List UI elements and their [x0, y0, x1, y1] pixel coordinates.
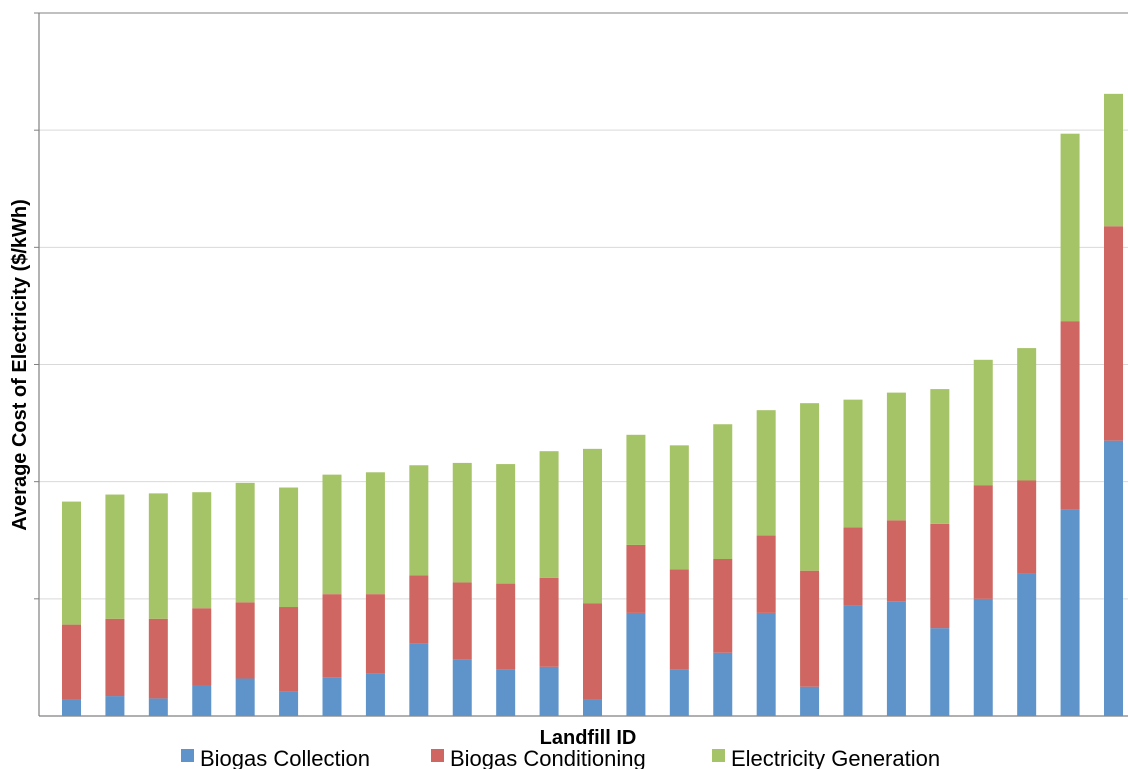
bar-biogas-collection-landfill-6 [279, 691, 299, 716]
legend-swatch-biogas-conditioning [431, 749, 444, 762]
bar-electricity-generation-landfill-24 [1060, 133, 1080, 322]
bar-biogas-conditioning-landfill-10 [452, 582, 472, 660]
bar-biogas-conditioning-landfill-3 [148, 618, 168, 699]
bar-biogas-collection-landfill-3 [148, 698, 168, 716]
bar-biogas-collection-landfill-21 [930, 628, 950, 717]
bar-electricity-generation-landfill-11 [496, 464, 516, 584]
bar-electricity-generation-landfill-20 [886, 392, 906, 521]
bar-biogas-collection-landfill-2 [105, 696, 125, 716]
bar-electricity-generation-landfill-22 [973, 359, 993, 486]
legend-label-biogas-collection: Biogas Collection [200, 746, 370, 769]
bar-electricity-generation-landfill-10 [452, 462, 472, 583]
bar-biogas-collection-landfill-17 [756, 612, 776, 716]
bar-electricity-generation-landfill-5 [235, 482, 255, 603]
legend-swatch-biogas-collection [181, 749, 194, 762]
legend-swatch-electricity-generation [712, 749, 725, 762]
bar-biogas-collection-landfill-19 [843, 605, 863, 716]
bar-electricity-generation-landfill-25 [1104, 93, 1123, 227]
bar-biogas-collection-landfill-10 [452, 659, 472, 716]
bar-biogas-collection-landfill-9 [409, 643, 429, 716]
bar-biogas-conditioning-landfill-23 [1017, 480, 1037, 574]
bar-electricity-generation-landfill-3 [148, 493, 168, 619]
bar-biogas-conditioning-landfill-11 [496, 583, 516, 670]
bar-biogas-conditioning-landfill-17 [756, 535, 776, 613]
legend-label-biogas-conditioning: Biogas Conditioning [450, 746, 646, 769]
bar-biogas-collection-landfill-8 [365, 673, 385, 716]
bar-electricity-generation-landfill-1 [62, 501, 81, 625]
bar-biogas-conditioning-landfill-8 [365, 594, 385, 674]
bar-electricity-generation-landfill-7 [322, 474, 342, 595]
bar-biogas-conditioning-landfill-9 [409, 575, 429, 644]
bar-biogas-conditioning-landfill-14 [626, 544, 646, 613]
bar-electricity-generation-landfill-16 [713, 424, 733, 559]
bar-biogas-collection-landfill-4 [192, 685, 212, 716]
bar-biogas-collection-landfill-15 [669, 669, 689, 716]
bar-biogas-collection-landfill-7 [322, 677, 342, 716]
bar-biogas-conditioning-landfill-2 [105, 618, 125, 697]
bar-electricity-generation-landfill-2 [105, 494, 125, 619]
bar-electricity-generation-landfill-8 [365, 472, 385, 595]
bar-biogas-collection-landfill-12 [539, 666, 559, 716]
bar-biogas-collection-landfill-22 [973, 598, 993, 716]
bar-electricity-generation-landfill-19 [843, 399, 863, 528]
bar-biogas-collection-landfill-20 [886, 601, 906, 716]
bar-biogas-collection-landfill-18 [800, 686, 820, 716]
bar-biogas-collection-landfill-23 [1017, 573, 1037, 716]
bar-electricity-generation-landfill-13 [583, 448, 602, 604]
bar-biogas-conditioning-landfill-1 [62, 624, 81, 700]
bar-biogas-conditioning-landfill-21 [930, 523, 950, 629]
bar-electricity-generation-landfill-21 [930, 389, 950, 524]
bar-biogas-collection-landfill-24 [1060, 509, 1080, 716]
bar-biogas-conditioning-landfill-24 [1060, 321, 1080, 510]
bar-biogas-collection-landfill-5 [235, 678, 255, 716]
y-axis-title: Average Cost of Electricity ($/kWh) [9, 199, 31, 531]
legend-label-electricity-generation: Electricity Generation [731, 746, 940, 769]
legend: Biogas Collection Biogas Conditioning El… [181, 746, 940, 769]
bar-electricity-generation-landfill-14 [626, 434, 646, 545]
bar-biogas-conditioning-landfill-13 [583, 603, 602, 700]
bar-biogas-conditioning-landfill-18 [800, 570, 820, 687]
bar-biogas-collection-landfill-14 [626, 612, 646, 716]
bar-electricity-generation-landfill-4 [192, 492, 212, 609]
bar-biogas-conditioning-landfill-22 [973, 485, 993, 599]
bar-biogas-conditioning-landfill-19 [843, 527, 863, 606]
bar-biogas-conditioning-landfill-7 [322, 594, 342, 678]
bar-electricity-generation-landfill-9 [409, 465, 429, 576]
bar-biogas-collection-landfill-25 [1104, 440, 1123, 716]
bar-electricity-generation-landfill-23 [1017, 348, 1037, 481]
bar-biogas-conditioning-landfill-15 [669, 569, 689, 670]
bar-biogas-collection-landfill-11 [496, 669, 516, 716]
bar-biogas-conditioning-landfill-16 [713, 559, 733, 653]
bar-biogas-conditioning-landfill-6 [279, 607, 299, 692]
bar-electricity-generation-landfill-18 [800, 403, 820, 571]
bar-biogas-collection-landfill-13 [583, 699, 602, 716]
bar-electricity-generation-landfill-12 [539, 451, 559, 578]
bar-biogas-collection-landfill-1 [62, 699, 81, 716]
bar-biogas-conditioning-landfill-12 [539, 577, 559, 667]
bar-electricity-generation-landfill-6 [279, 487, 299, 608]
x-axis-title: Landfill ID [540, 727, 637, 749]
bar-biogas-conditioning-landfill-4 [192, 608, 212, 686]
bar-biogas-conditioning-landfill-20 [886, 520, 906, 602]
bar-electricity-generation-landfill-15 [669, 445, 689, 570]
bar-biogas-collection-landfill-16 [713, 652, 733, 716]
bars [62, 93, 1123, 717]
bar-electricity-generation-landfill-17 [756, 410, 776, 536]
bar-biogas-conditioning-landfill-25 [1104, 226, 1123, 441]
bar-biogas-conditioning-landfill-5 [235, 602, 255, 679]
